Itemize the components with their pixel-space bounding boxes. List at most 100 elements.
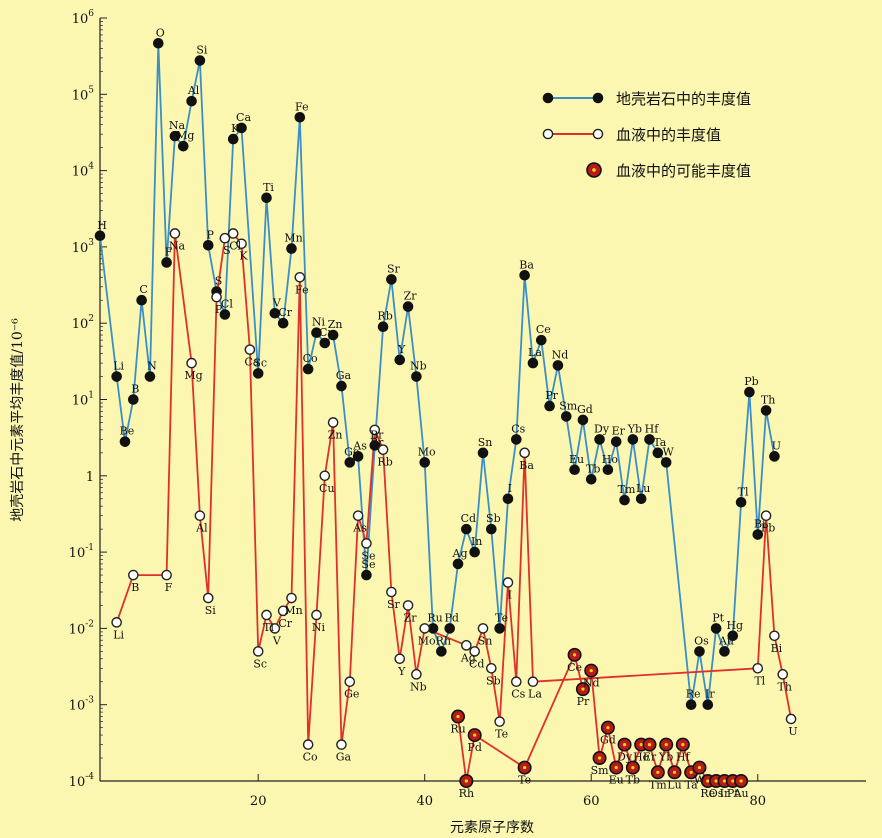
y-tick-label: 106 <box>72 9 95 27</box>
label-crust-Tb: Tb <box>586 462 600 475</box>
label-crust-Gd: Gd <box>577 403 593 416</box>
legend-marker-possible-core <box>592 168 596 172</box>
point-blood-S <box>219 232 231 244</box>
label-possible-Re: Re <box>700 787 715 800</box>
y-tick-label: 1 <box>86 470 94 485</box>
label-possible-Nd: Nd <box>583 677 600 690</box>
point-blood-Ba <box>519 447 530 459</box>
point-blood-Na <box>169 228 181 239</box>
label-blood-Zr: Zr <box>404 611 418 624</box>
y-tick-label: 10-3 <box>69 696 95 714</box>
point-blood-Cl <box>227 228 239 239</box>
label-possible-Pd: Pd <box>467 741 481 754</box>
label-crust-Al: Al <box>187 84 200 97</box>
point-possible-core-Nd <box>589 668 593 673</box>
label-crust-Ag: Ag <box>452 547 468 560</box>
label-blood-P: P <box>215 303 223 316</box>
label-blood-Cr: Cr <box>278 617 292 630</box>
point-blood-Se <box>361 538 372 549</box>
label-possible-Ce: Ce <box>567 661 582 674</box>
point-possible-core-Au <box>739 779 743 783</box>
label-crust-Eu: Eu <box>569 453 584 466</box>
y-tick-label: 102 <box>72 314 94 332</box>
legend-label-crust: 地壳岩石中的丰度值 <box>616 90 751 108</box>
point-crust-Se <box>361 569 372 581</box>
label-crust-Be: Be <box>120 425 135 438</box>
point-possible-core-Eu <box>614 765 618 770</box>
legend-label-possible: 血液中的可能丰度值 <box>616 162 751 180</box>
point-crust-Gd <box>577 414 589 426</box>
label-blood-Tl: Tl <box>754 674 765 687</box>
point-blood-Mn <box>286 592 297 604</box>
label-crust-Fe: Fe <box>295 100 309 113</box>
label-crust-Y: Y <box>397 343 406 356</box>
x-tick-label: 80 <box>749 794 766 809</box>
point-possible-core-Ho <box>639 742 643 747</box>
point-crust-K <box>227 133 239 145</box>
label-crust-Hf: Hf <box>645 422 660 435</box>
label-blood-Te: Te <box>495 728 508 741</box>
label-crust-Rb: Rb <box>377 310 392 323</box>
point-crust-Ta <box>652 447 664 459</box>
point-crust-Sb <box>486 523 497 535</box>
point-crust-N <box>144 371 156 382</box>
label-blood-F: F <box>165 581 173 594</box>
label-crust-Th: Th <box>761 393 775 406</box>
label-crust-As: As <box>352 439 367 452</box>
label-blood-Ti: Ti <box>263 621 274 634</box>
point-crust-Eu <box>569 464 580 476</box>
label-possible-Pt: Pt <box>727 787 739 800</box>
label-crust-S: S <box>215 275 223 288</box>
point-possible-core-Pd <box>473 733 477 737</box>
point-blood-Ge <box>344 676 356 688</box>
label-blood-K: K <box>239 250 248 263</box>
label-crust-Ge: Ge <box>344 445 359 458</box>
label-crust-F: F <box>165 245 173 258</box>
point-possible-core-Ir <box>722 779 727 783</box>
label-crust-Sr: Sr <box>387 262 401 275</box>
label-crust-Nd: Nd <box>552 348 569 361</box>
label-crust-Cr: Cr <box>278 306 292 319</box>
label-possible-Gd: Gd <box>600 734 616 747</box>
point-blood-Zr <box>402 600 414 611</box>
point-crust-Tm <box>619 494 630 506</box>
label-blood-Ba: Ba <box>519 459 534 472</box>
label-crust-Os: Os <box>694 634 709 647</box>
point-crust-Li <box>111 371 122 382</box>
point-blood-Ga <box>336 739 347 750</box>
point-crust-C <box>136 294 147 306</box>
label-crust-K: K <box>231 122 240 135</box>
point-blood-Y <box>394 653 406 665</box>
point-crust-La <box>527 357 539 369</box>
point-crust-Ti <box>261 192 272 204</box>
label-crust-N: N <box>147 360 157 373</box>
label-crust-I: I <box>508 482 512 495</box>
label-crust-Ir: Ir <box>705 688 715 701</box>
point-blood-I <box>502 577 514 588</box>
label-possible-Tm: Tm <box>649 778 667 791</box>
point-blood-Cu <box>319 470 331 482</box>
point-crust-Ge <box>344 457 356 468</box>
point-crust-Sm <box>560 411 572 422</box>
label-possible-Yb: Yb <box>658 751 673 764</box>
label-possible-Pr: Pr <box>577 695 590 708</box>
point-blood-Sn <box>477 623 489 634</box>
y-tick-label: 105 <box>72 85 95 103</box>
label-crust-Tl: Tl <box>738 485 749 498</box>
point-crust-Na <box>169 130 181 142</box>
point-crust-Ho <box>602 464 614 476</box>
label-crust-H: H <box>97 219 107 232</box>
point-crust-Dy <box>594 434 605 445</box>
y-tick-label: 10-4 <box>69 772 95 790</box>
point-possible-core-Pt <box>731 779 735 783</box>
label-blood-Sr: Sr <box>387 598 401 611</box>
label-crust-B: B <box>131 383 139 396</box>
point-blood-La <box>527 676 539 688</box>
point-blood-Cs <box>511 676 522 688</box>
label-crust-Te: Te <box>495 611 508 624</box>
label-possible-Ir: Ir <box>720 787 730 800</box>
point-blood-Bi <box>769 630 780 642</box>
y-tick-label: 10-2 <box>69 619 94 637</box>
point-crust-Ca <box>236 122 247 134</box>
